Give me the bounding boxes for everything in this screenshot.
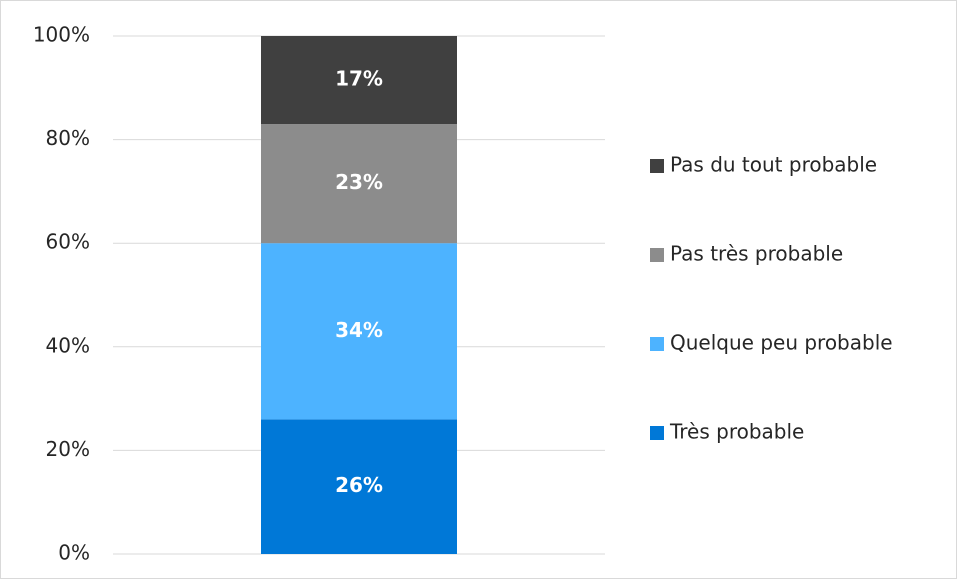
bar-segment [261, 124, 457, 244]
bar-segment [261, 36, 457, 125]
y-tick-label: 100% [33, 23, 90, 47]
y-tick-label: 20% [46, 437, 90, 461]
data-label: 34% [335, 318, 383, 342]
data-label: 26% [335, 473, 383, 497]
legend-swatch [650, 426, 664, 440]
y-tick-label: 40% [46, 333, 90, 357]
y-tick-label: 80% [46, 126, 90, 150]
legend-swatch [650, 248, 664, 262]
legend-swatch [650, 159, 664, 173]
bar-segment [261, 419, 457, 554]
legend-label: Très probable [669, 420, 804, 444]
y-tick-label: 60% [46, 230, 90, 254]
bar-segment [261, 243, 457, 420]
legend-label: Pas du tout probable [670, 153, 877, 177]
data-label: 17% [335, 67, 383, 91]
legend-label: Pas très probable [670, 242, 843, 266]
legend-swatch [650, 337, 664, 351]
data-label: 23% [335, 170, 383, 194]
y-tick-label: 0% [58, 541, 90, 565]
legend-label: Quelque peu probable [670, 331, 893, 355]
